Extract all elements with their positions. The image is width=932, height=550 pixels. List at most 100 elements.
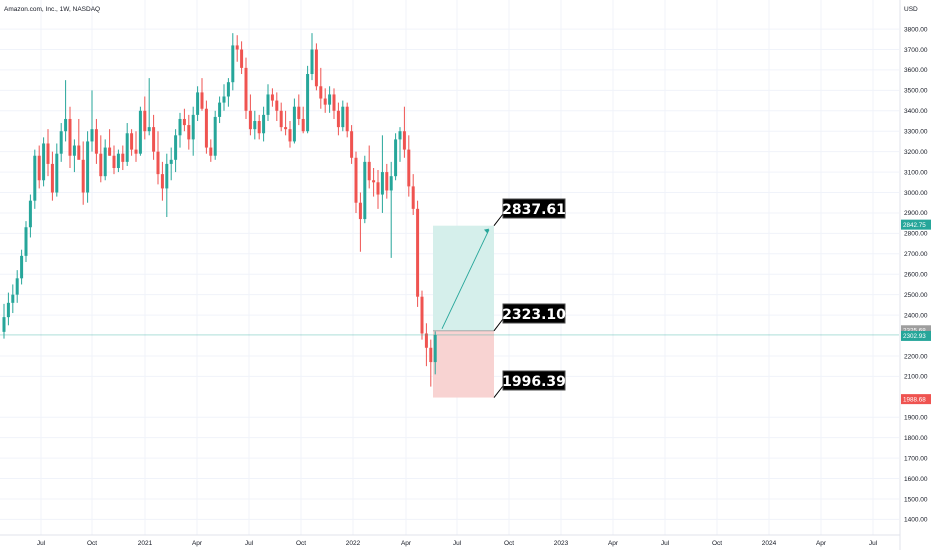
candle-body [319,86,323,99]
stop-price-tag-bg [901,394,931,405]
candle-body [407,149,411,187]
candle-body [81,159,85,193]
target-arrow-head [484,228,489,234]
candle-body [341,106,345,128]
candle-body [33,155,37,201]
candle-body [86,141,90,193]
candle-body [363,161,367,220]
candle-body [6,302,10,318]
candle-body [270,94,274,101]
stop-callout-label: 1996.39 [502,374,566,390]
candle-body [248,110,252,130]
candle-body [99,153,103,177]
profit-zone[interactable] [433,225,494,331]
chart-title: Amazon.com, Inc., 1W, NASDAQ [4,6,100,13]
candle-body [310,49,314,75]
target-callout-label: 2837.61 [502,202,566,218]
time-tick-label: Jul [453,540,462,547]
price-tick-label: 1500.00 [904,496,928,503]
price-tick-label: 3700.00 [904,47,928,54]
candle-body [292,106,296,142]
candle-body [165,163,169,189]
price-tick-label: 3600.00 [904,67,928,74]
candle-body [380,172,384,195]
time-tick-label: Apr [608,540,619,547]
candle-body [174,135,178,160]
candle-body [121,153,125,162]
price-tick-label: 2400.00 [904,312,928,319]
candle-body [218,102,222,117]
candle-body [160,174,164,189]
candle-body [257,121,261,134]
candle-body [125,133,129,162]
price-tick-label: 1700.00 [904,455,928,462]
entry-callout-leader [493,318,504,332]
candlestick-series [2,33,437,387]
candle-body [90,129,94,142]
candle-body [235,45,239,50]
long-position-zones[interactable] [433,225,494,398]
candle-body [323,98,327,105]
stop-zone[interactable] [433,330,494,398]
price-tick-label: 3500.00 [904,88,928,95]
time-tick-label: 2022 [346,540,361,547]
price-tick-label: 2700.00 [904,251,928,258]
candle-body [209,147,213,156]
candle-body [28,200,32,228]
candle-body [402,131,406,150]
candle-body [297,106,301,119]
candle-body [72,145,76,156]
candle-body [332,94,336,111]
candle-body [222,96,226,103]
price-tick-label: 3100.00 [904,169,928,176]
entry-callout-box [502,303,566,324]
candle-body [169,159,173,164]
candle-body [398,131,402,140]
candle-body [200,92,204,109]
candle-body [433,334,437,363]
candle-body [328,94,332,105]
candle-body [2,317,6,332]
stop-price-tag: 1988.68 [903,396,926,403]
candle-body [275,100,279,111]
candle-body [103,147,107,177]
candle-body [59,131,63,154]
candle-body [358,202,362,220]
time-tick-label: 2024 [762,540,777,547]
candle-body [147,127,151,132]
candle-body [394,139,398,177]
candle-body [187,125,191,140]
candle-body [204,108,208,148]
candle-body [266,94,270,115]
candle-body [372,180,376,183]
price-tick-label: 3000.00 [904,190,928,197]
price-tick-label: 2200.00 [904,353,928,360]
target-callout-leader [493,213,504,226]
candle-body [350,131,354,158]
time-tick-label: 2023 [554,540,569,547]
position-overlay: 2837.61 2323.10 1996.39 [0,198,899,398]
candle-body [11,294,15,303]
candle-body [143,110,147,132]
candle-body [424,333,428,348]
candle-body [253,121,257,130]
entry-callout-label: 2323.10 [502,307,566,323]
price-tick-label: 2500.00 [904,292,928,299]
candle-body [345,106,349,132]
price-tick-label: 3800.00 [904,26,928,33]
price-tick-label: 3200.00 [904,149,928,156]
candle-body [134,149,138,154]
candle-body [178,118,182,136]
candle-body [306,74,310,132]
candle-body [42,143,46,181]
stop-callout-box [502,370,566,391]
current-price-tag: 2302.93 [903,333,926,340]
candle-body [226,82,230,97]
candle-body [385,172,389,191]
candle-body [420,296,424,334]
price-axis: 3800.00 3700.00 3600.00 3500.00 3400.00 3300.… [899,0,931,550]
stop-callout-leader [493,385,504,398]
price-tick-label: 2100.00 [904,374,928,381]
entry-price-tag-bg [901,325,931,336]
